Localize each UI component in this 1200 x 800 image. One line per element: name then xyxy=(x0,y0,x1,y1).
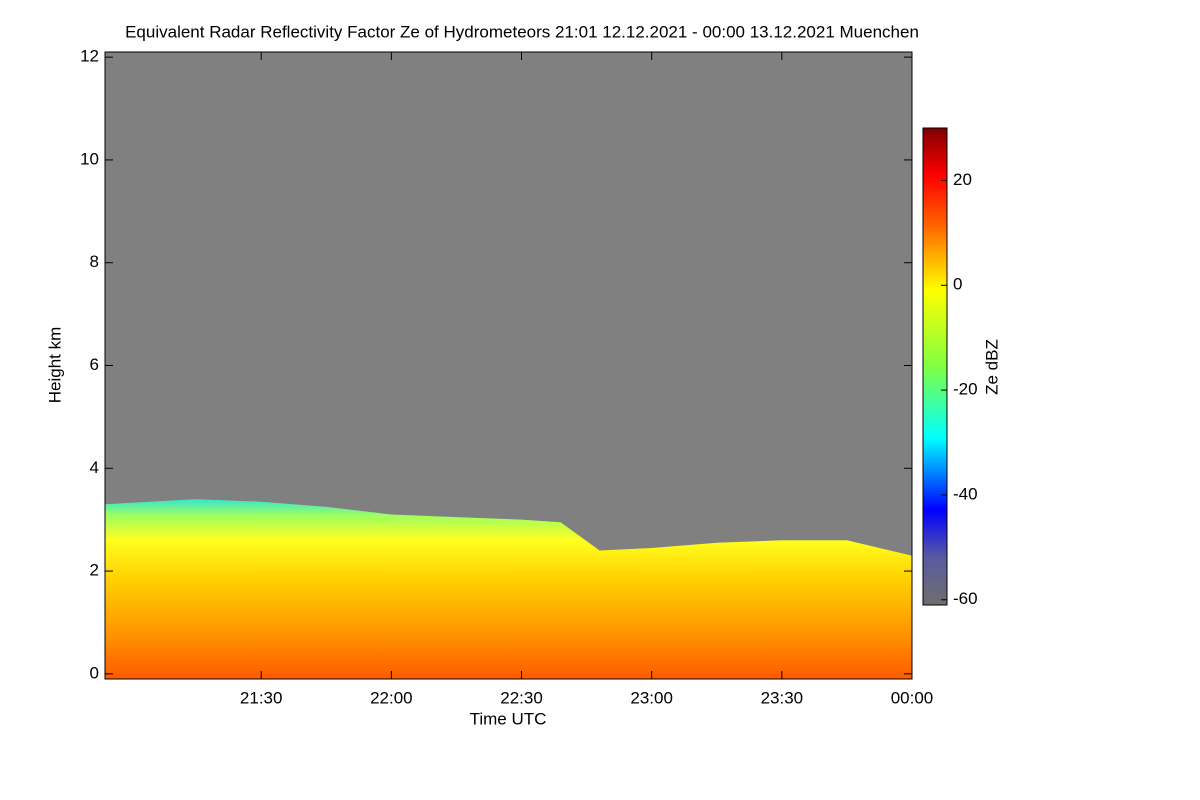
colorbar xyxy=(922,127,948,606)
x-axis-label: Time UTC xyxy=(470,709,547,728)
chart-title: Equivalent Radar Reflectivity Factor Ze … xyxy=(125,22,919,41)
x-tick-label: 21:30 xyxy=(240,688,283,707)
y-tick-label: 8 xyxy=(90,252,99,271)
colorbar-tick-label: 0 xyxy=(953,275,962,294)
x-tick-label: 22:00 xyxy=(370,688,413,707)
x-tick-label: 23:30 xyxy=(761,688,804,707)
y-tick-label: 10 xyxy=(80,149,99,168)
x-tick-label: 22:30 xyxy=(500,688,543,707)
y-tick-label: 12 xyxy=(80,47,99,66)
y-tick-label: 4 xyxy=(90,458,99,477)
y-tick-label: 2 xyxy=(90,561,99,580)
colorbar-label: Ze dBZ xyxy=(982,339,1001,395)
colorbar-tick-label: 20 xyxy=(953,170,972,189)
y-axis-label: Height km xyxy=(45,327,64,404)
y-tick-label: 6 xyxy=(90,355,99,374)
colorbar-tick-label: -20 xyxy=(953,380,978,399)
echo-area xyxy=(105,499,912,679)
colorbar-tick-label: -40 xyxy=(953,484,978,503)
colorbar-tick-label: -60 xyxy=(953,589,978,608)
y-tick-label: 0 xyxy=(90,663,99,682)
x-tick-label: 00:00 xyxy=(891,688,934,707)
x-tick-label: 23:00 xyxy=(630,688,673,707)
